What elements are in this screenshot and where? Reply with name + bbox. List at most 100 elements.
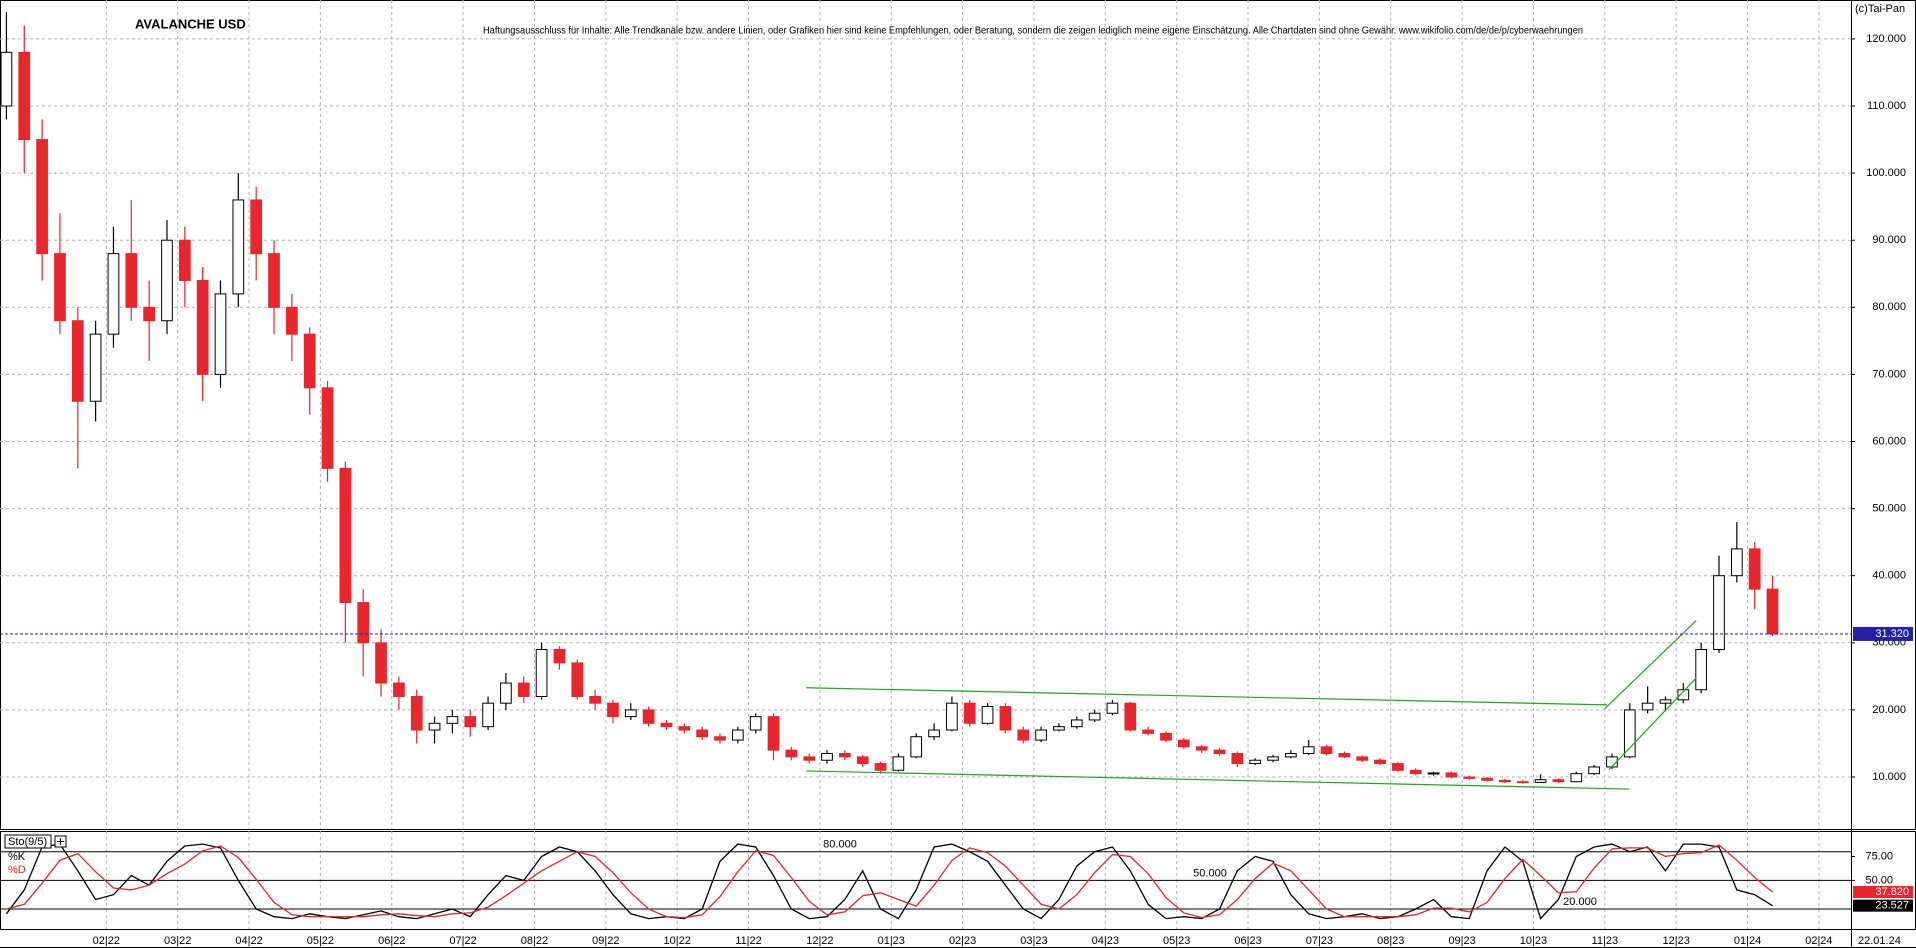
x-tick-label: 09|23 — [1448, 935, 1475, 947]
y-tick-label: 110.000 — [1867, 100, 1906, 112]
candle-body — [1160, 732, 1172, 741]
candle-body — [71, 320, 84, 402]
candle-body — [1249, 759, 1262, 765]
candle-body — [1302, 746, 1315, 755]
y-tick-label: 10.000 — [1872, 771, 1906, 783]
y-tick-label: 80.000 — [1872, 301, 1906, 313]
candle-body — [1124, 702, 1137, 731]
candle-body — [999, 706, 1012, 731]
candle-body — [678, 726, 691, 731]
candle-body — [1392, 763, 1404, 771]
candle-body — [214, 293, 227, 375]
candle-body — [785, 749, 798, 758]
candle-body — [660, 722, 673, 728]
x-tick-label: 12|23 — [1663, 935, 1690, 947]
candle-body — [1106, 702, 1119, 714]
candle-body — [1177, 739, 1190, 748]
y-tick-label: 90.000 — [1872, 234, 1906, 246]
last-price-label: 31.320 — [1875, 628, 1909, 640]
candle-body — [839, 753, 851, 758]
candle-body — [1534, 779, 1547, 783]
marks-layer — [0, 12, 1851, 920]
candle-body — [339, 467, 352, 604]
y-tick-label: 50.00 — [1865, 874, 1893, 886]
y-tick-label: 20.000 — [1872, 704, 1906, 716]
x-tick-label: 12|22 — [806, 935, 833, 947]
x-tick-label: 10|23 — [1520, 935, 1547, 947]
candle-body — [1445, 772, 1458, 778]
y-tick-label: 75.00 — [1865, 850, 1893, 862]
candle-body — [589, 695, 601, 704]
candle-body — [393, 682, 405, 697]
x-tick-label: 03|23 — [1020, 935, 1047, 947]
candle-body — [161, 239, 173, 322]
candle-body — [1374, 759, 1386, 765]
x-tick-label: 04|22 — [235, 935, 262, 947]
candle-body — [1713, 575, 1725, 651]
x-tick-label: 06|23 — [1234, 935, 1261, 947]
candle-body — [464, 716, 477, 728]
x-tick-label: 08|22 — [521, 935, 548, 947]
candle-body — [1570, 773, 1583, 783]
candle-body — [1641, 702, 1654, 711]
candle-body — [1267, 756, 1279, 761]
candle-body — [607, 702, 619, 718]
x-tick-label: 10|22 — [664, 935, 691, 947]
candle-body — [1766, 588, 1779, 635]
last-price-box — [1853, 626, 1913, 641]
y-tick-label: 60.000 — [1872, 435, 1906, 447]
candle-body — [767, 716, 780, 751]
candle-body — [856, 756, 869, 765]
candle-body — [482, 702, 494, 728]
candle-body — [1142, 729, 1154, 734]
candle-body — [714, 736, 726, 741]
candle-body — [874, 763, 887, 771]
x-tick-label: 09|22 — [592, 935, 619, 947]
candle-body — [517, 682, 530, 697]
y-tick-label: 120.000 — [1866, 33, 1906, 45]
candle-body — [535, 649, 548, 697]
legend-entry: %K — [8, 851, 26, 863]
candle-body — [1499, 779, 1511, 783]
level-label: 20.000 — [1563, 896, 1597, 908]
candle-body — [910, 736, 923, 758]
candle-body — [1409, 769, 1422, 775]
candle-body — [1035, 729, 1047, 741]
last-value-box — [1853, 886, 1913, 899]
candle-body — [981, 706, 994, 724]
x-tick-label: 11|23 — [1592, 935, 1619, 947]
candle-body — [571, 662, 584, 697]
x-tick-label: 07|23 — [1306, 935, 1333, 947]
candle-body — [1070, 719, 1083, 728]
candle-body — [357, 602, 370, 644]
candle-body — [1516, 781, 1529, 784]
x-tick-label: 05|23 — [1163, 935, 1190, 947]
candle-body — [303, 333, 316, 389]
x-tick-label: 01|24 — [1734, 935, 1761, 947]
candle-body — [892, 756, 905, 771]
x-tick-label: 06|22 — [378, 935, 405, 947]
candle-body — [1231, 753, 1244, 765]
last-value-box — [1853, 899, 1913, 912]
level-label: 80.000 — [823, 839, 857, 851]
candle-body — [1623, 709, 1636, 758]
candle-body — [54, 253, 66, 322]
candle-body — [642, 709, 655, 724]
x-tick-label: 04|23 — [1092, 935, 1119, 947]
y-tick-label: 100.000 — [1866, 167, 1906, 179]
copyright: (c)Tai-Pan — [1855, 3, 1905, 15]
trend-line — [1604, 620, 1697, 709]
chart-title: AVALANCHE USD — [135, 16, 246, 31]
indicator-line — [6, 844, 1773, 919]
candle-body — [1730, 548, 1743, 577]
last-value-label: 23.527 — [1875, 900, 1909, 912]
candle-body — [89, 333, 102, 402]
last-value-label: 37.820 — [1875, 886, 1909, 898]
candle-body — [1463, 776, 1476, 779]
level-label: 50.000 — [1193, 867, 1227, 879]
candle-body — [1748, 548, 1761, 590]
candle-body — [928, 729, 940, 738]
trend-line — [806, 687, 1607, 706]
candle-body — [624, 709, 637, 718]
